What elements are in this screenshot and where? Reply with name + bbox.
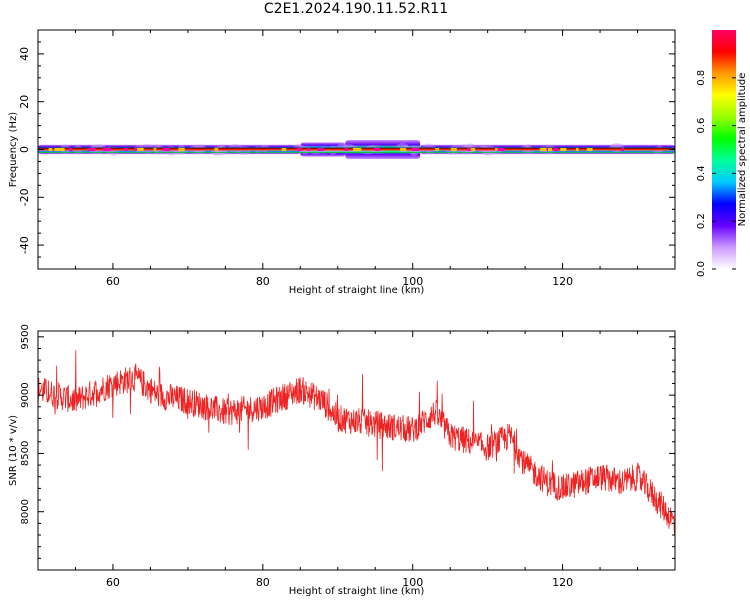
- heatmap-ytick-label: 40: [18, 47, 31, 61]
- heatmap-speckle: [307, 148, 310, 151]
- heatmap-speckle: [281, 148, 287, 151]
- snr-ylabel: SNR (10 * v/v): [8, 415, 19, 486]
- heatmap-ytick-label: 0: [18, 146, 31, 153]
- heatmap-speckle: [135, 148, 144, 151]
- heatmap-speckle: [435, 148, 440, 151]
- heatmap-speckle: [54, 148, 62, 151]
- heatmap-speckle: [69, 148, 73, 151]
- colorbar: [712, 30, 736, 269]
- colorbar-tick-label: 0.4: [696, 165, 707, 181]
- heatmap-speckle: [560, 148, 567, 151]
- heatmap-speckle: [87, 148, 90, 151]
- heatmap-speckle: [586, 148, 593, 151]
- heatmap-speckle: [153, 148, 157, 151]
- heatmap-speckle: [214, 148, 219, 151]
- heatmap-speckle: [90, 148, 96, 151]
- heatmap-speckle: [58, 148, 65, 151]
- heatmap-xtick-label: 100: [402, 275, 423, 288]
- heatmap-ytick-label: -40: [18, 236, 31, 254]
- heatmap-ylabel: Frequency (Hz): [8, 112, 19, 188]
- heatmap-xtick-label: 60: [106, 275, 120, 288]
- colorbar-label: Normalized spectral amplitude: [737, 73, 748, 227]
- heatmap-speckle: [317, 148, 324, 151]
- heatmap-speckle: [495, 148, 499, 151]
- heatmap-speckle: [553, 148, 559, 151]
- heatmap-xtick-label: 80: [256, 275, 270, 288]
- heatmap-speckle: [400, 148, 407, 151]
- snr-background: [38, 331, 675, 570]
- heatmap-speckle: [497, 148, 505, 151]
- heatmap-speckle: [178, 148, 185, 151]
- heatmap-speckle: [621, 148, 624, 151]
- snr-xlabel: Height of straight line (km): [289, 586, 425, 597]
- heatmap-speckle: [103, 148, 111, 151]
- snr-ytick-label: 8500: [20, 441, 31, 466]
- colorbar-tick-label: 0.2: [696, 213, 707, 229]
- snr-ytick-label: 8000: [20, 499, 31, 524]
- heatmap-speckle: [575, 148, 579, 151]
- heatmap-speckle: [539, 148, 547, 151]
- heatmap-speckle: [48, 148, 53, 151]
- heatmap-ytick-label: 20: [18, 95, 31, 109]
- heatmap-speckle: [374, 148, 380, 151]
- heatmap-speckle: [124, 148, 128, 151]
- snr-ytick-label: 9500: [20, 324, 31, 349]
- colorbar-tick-label: 0.0: [696, 261, 707, 277]
- heatmap-speckle: [450, 148, 457, 151]
- snr-xtick-label: 80: [256, 576, 270, 589]
- heatmap-ytick-label: -20: [18, 188, 31, 206]
- heatmap-speckle: [545, 148, 552, 151]
- heatmap-halo: [236, 146, 252, 155]
- snr-frame: [37, 330, 676, 571]
- snr-xtick-label: 120: [552, 576, 573, 589]
- colorbar-tick-label: 0.6: [696, 118, 707, 134]
- heatmap-speckle: [163, 148, 170, 151]
- snr-xtick-label: 60: [106, 576, 120, 589]
- heatmap-xtick-label: 120: [552, 275, 573, 288]
- snr-ytick-label: 9000: [20, 382, 31, 407]
- heatmap-speckle: [467, 148, 473, 151]
- heatmap-speckle: [134, 148, 138, 151]
- colorbar-tick-label: 0.8: [696, 70, 707, 86]
- heatmap-speckle: [297, 148, 302, 151]
- heatmap-xlabel: Height of straight line (km): [289, 285, 425, 296]
- snr-series-line: [38, 350, 675, 535]
- heatmap-speckle: [353, 148, 362, 151]
- heatmap-speckle: [344, 148, 349, 151]
- heatmap-speckle: [470, 148, 476, 151]
- snr-xtick-label: 100: [402, 576, 423, 589]
- figure-title: C2E1.2024.190.11.52.R11: [263, 1, 449, 17]
- heatmap-speckle: [411, 148, 420, 151]
